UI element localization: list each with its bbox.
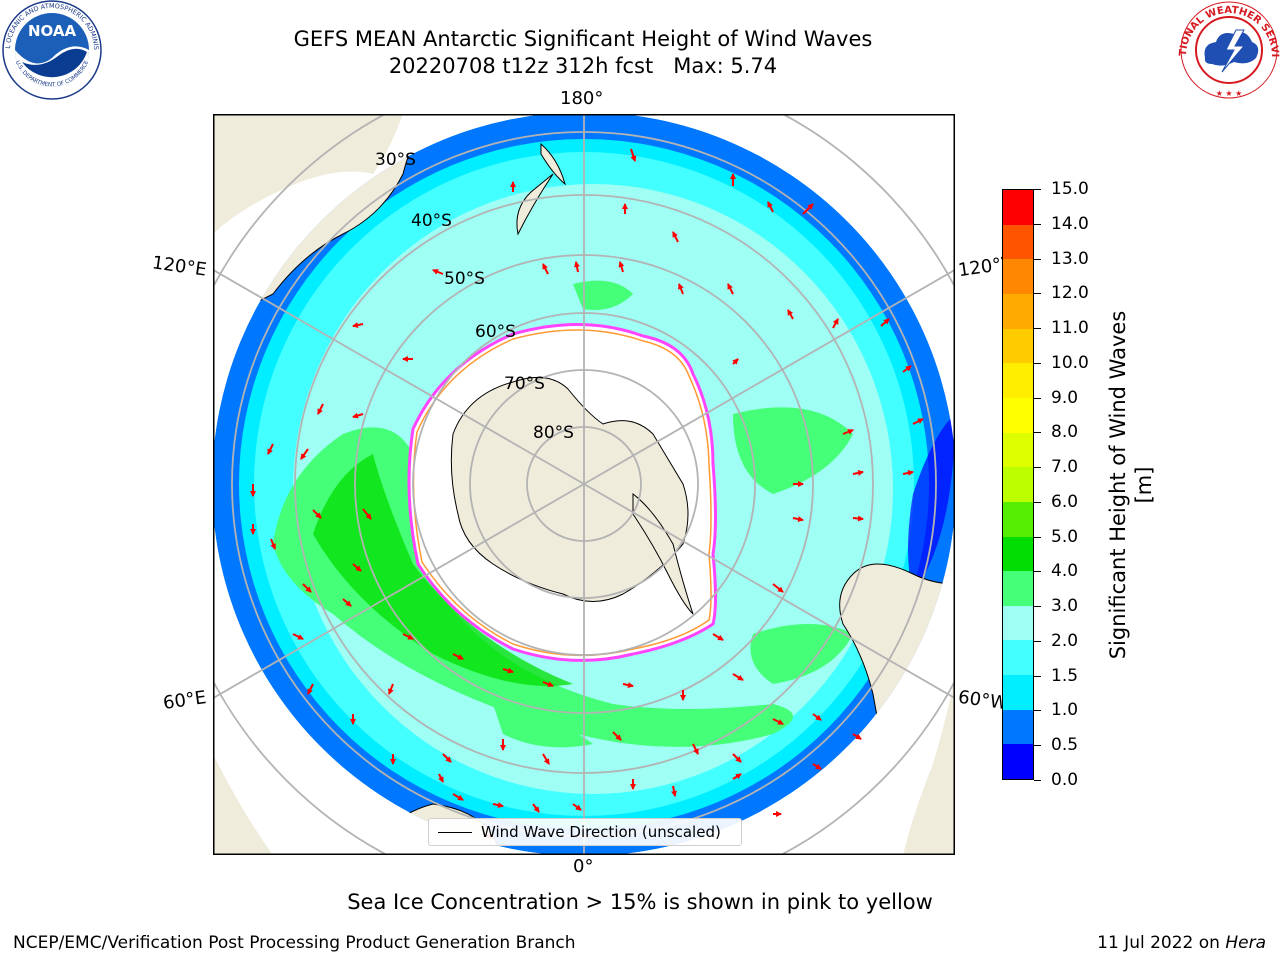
colorbar-segment: [1003, 501, 1033, 537]
colorbar-tick-label: 7.0: [1051, 457, 1079, 478]
colorbar-segment: [1003, 294, 1033, 329]
colorbar-tick: [1034, 328, 1041, 330]
colorbar-tick-label: 3.0: [1051, 596, 1079, 617]
graticule: [213, 114, 955, 855]
map-border: [213, 114, 955, 855]
footer-date: 11 Jul 2022 on: [1097, 933, 1226, 953]
colorbar-segment: [1003, 605, 1033, 641]
legend-label: Wind Wave Direction (unscaled): [481, 823, 721, 841]
colorbar-tick-label: 11.0: [1051, 318, 1089, 339]
latitude-label-30s: 30°S: [375, 150, 416, 170]
antarctica: [450, 376, 689, 602]
colorbar-tick: [1034, 293, 1041, 295]
colorbar-tick-label: 4.0: [1051, 561, 1079, 582]
corner-land: [213, 114, 955, 855]
map-legend: Wind Wave Direction (unscaled): [428, 818, 742, 846]
colorbar-segment: [1003, 224, 1033, 260]
nws-stars: ★ ★ ★: [1216, 89, 1243, 98]
latitude-label-70s: 70°S: [504, 374, 545, 394]
colorbar: [1002, 189, 1034, 780]
colorbar-tick: [1034, 571, 1041, 573]
colorbar-tick-label: 0.5: [1051, 735, 1079, 756]
map-panel: [213, 114, 955, 855]
colorbar-segment: [1003, 709, 1033, 745]
colorbar-tick: [1034, 189, 1041, 190]
polar-map: [213, 114, 955, 855]
colorbar-tick-label: 13.0: [1051, 248, 1089, 269]
colorbar-tick-label: 1.5: [1051, 665, 1079, 686]
colorbar-tick-label: 6.0: [1051, 491, 1079, 512]
colorbar-tick-label: 8.0: [1051, 422, 1079, 443]
colorbar-tick: [1034, 501, 1041, 503]
colorbar-tick: [1034, 780, 1041, 781]
wave-direction-arrows: [250, 148, 924, 839]
sea-ice-note-text: Sea Ice Concentration > 15% is shown in …: [347, 890, 933, 914]
colorbar-tick: [1034, 606, 1041, 608]
colorbar-segment: [1003, 571, 1033, 606]
latitude-label-50s: 50°S: [444, 269, 485, 289]
legend-line-icon: [438, 831, 472, 833]
colorbar-segment: [1003, 397, 1033, 433]
colorbar-segment: [1003, 432, 1033, 468]
latitude-label-40s: 40°S: [411, 211, 452, 231]
longitude-label-0: 0°: [573, 856, 594, 877]
sea-ice-note: Sea Ice Concentration > 15% is shown in …: [0, 890, 1280, 914]
colorbar-tick: [1034, 397, 1041, 399]
colorbar-segment: [1003, 190, 1033, 225]
colorbar-segment: [1003, 536, 1033, 572]
longitude-label-180: 180°: [560, 88, 604, 109]
map-subtitle: 20220708 t12z 312h fcst Max: 5.74: [388, 54, 778, 78]
footer-timestamp: 11 Jul 2022 on Hera: [1097, 933, 1266, 953]
nws-logo: NATIONAL WEATHER SERVICE ★ ★ ★: [1178, 0, 1280, 99]
colorbar-tick: [1034, 258, 1041, 260]
noaa-logo-text: NOAA: [28, 22, 77, 40]
map-title: GEFS MEAN Antarctic Significant Height o…: [293, 27, 873, 51]
colorbar-tick: [1034, 362, 1041, 364]
footer-machine: Hera: [1225, 933, 1266, 953]
colorbar-label: Significant Height of Wind Waves [m]: [1106, 310, 1156, 660]
colorbar-tick: [1034, 710, 1041, 712]
colorbar-tick-label: 2.0: [1051, 630, 1079, 651]
colorbar-tick-label: 5.0: [1051, 526, 1079, 547]
colorbar-segment: [1003, 640, 1033, 676]
colorbar-tick-label: 0.0: [1051, 770, 1079, 790]
longitude-label-60e: 60°E: [161, 687, 208, 714]
colorbar-segment: [1003, 363, 1033, 398]
colorbar-tick: [1034, 467, 1041, 469]
colorbar-tick-label: 9.0: [1051, 387, 1079, 408]
longitude-label-120e: 120°E: [150, 252, 208, 281]
colorbar-segment: [1003, 467, 1033, 502]
colorbar-segment: [1003, 259, 1033, 295]
latitude-label-60s: 60°S: [475, 322, 516, 342]
colorbar-tick: [1034, 223, 1041, 225]
colorbar-tick-label: 12.0: [1051, 283, 1089, 304]
footer-credit: NCEP/EMC/Verification Post Processing Pr…: [13, 933, 576, 953]
colorbar-segment: [1003, 744, 1033, 779]
colorbar-tick-label: 10.0: [1051, 352, 1089, 373]
colorbar-tick: [1034, 640, 1041, 642]
colorbar-tick: [1034, 536, 1041, 538]
colorbar-segment: [1003, 675, 1033, 710]
colorbar-tick: [1034, 432, 1041, 434]
noaa-logo: NOAA NATIONAL OCEANIC AND ATMOSPHERIC AD…: [0, 0, 102, 100]
colorbar-tick-label: 1.0: [1051, 700, 1079, 721]
latitude-label-80s: 80°S: [533, 423, 574, 443]
colorbar-tick: [1034, 675, 1041, 677]
colorbar-tick-label: 15.0: [1051, 179, 1089, 199]
colorbar-tick: [1034, 745, 1041, 747]
colorbar-tick-label: 14.0: [1051, 213, 1089, 234]
colorbar-segment: [1003, 328, 1033, 364]
